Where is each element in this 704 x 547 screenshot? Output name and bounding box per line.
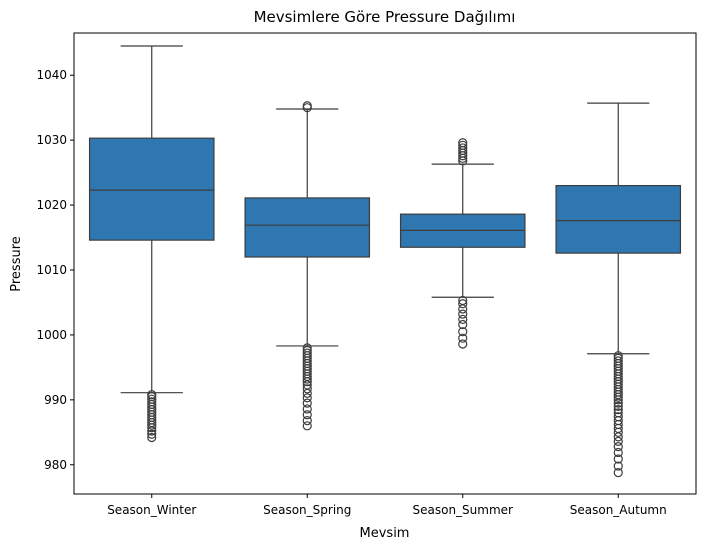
outlier-point bbox=[613, 436, 623, 447]
outlier-point bbox=[147, 429, 157, 439]
outlier-point bbox=[458, 143, 468, 153]
outlier-point bbox=[458, 304, 468, 314]
y-tick-label: 1000 bbox=[36, 328, 67, 342]
outlier-point bbox=[613, 467, 623, 478]
y-axis: 980 990 1000 1010 1020 1030 1040 bbox=[36, 68, 74, 472]
outlier-point bbox=[613, 432, 623, 442]
box-group-season-spring bbox=[244, 101, 371, 431]
plot-area bbox=[88, 45, 682, 478]
outlier-point bbox=[458, 299, 468, 309]
outlier-point bbox=[147, 426, 157, 436]
x-tick-label: Season_Autumn bbox=[570, 503, 667, 517]
outlier-point bbox=[613, 427, 623, 437]
outlier-point bbox=[302, 101, 312, 111]
outlier-point bbox=[302, 393, 312, 403]
outlier-point bbox=[302, 421, 312, 431]
y-tick-label: 1040 bbox=[36, 68, 67, 82]
x-axis-title: Mevsim bbox=[360, 526, 410, 541]
outlier-point bbox=[613, 404, 623, 415]
outlier-point bbox=[147, 432, 157, 443]
chart-title: Mevsimlere Göre Pressure Dağılımı bbox=[254, 8, 516, 26]
x-tick-label: Season_Winter bbox=[107, 503, 196, 517]
iqr-box bbox=[244, 197, 371, 258]
outlier-point bbox=[613, 454, 623, 464]
x-tick-label: Season_Spring bbox=[263, 503, 351, 517]
outlier-point bbox=[302, 416, 312, 426]
x-axis: Season_Winter Season_Spring Season_Summer S… bbox=[107, 494, 667, 517]
y-tick-label: 1010 bbox=[36, 263, 67, 277]
outlier-point bbox=[302, 377, 312, 387]
y-tick-label: 1020 bbox=[36, 198, 67, 212]
outlier-point bbox=[147, 420, 157, 430]
outlier-point bbox=[458, 333, 468, 343]
outlier-point bbox=[302, 410, 312, 420]
y-tick-label: 980 bbox=[44, 458, 67, 472]
x-tick-label: Season_Summer bbox=[413, 503, 514, 517]
outlier-point bbox=[613, 442, 623, 452]
outlier-point bbox=[302, 388, 312, 398]
outlier-point bbox=[458, 319, 468, 330]
box-group-season-summer bbox=[399, 138, 526, 349]
outlier-point bbox=[613, 401, 623, 411]
iqr-box bbox=[555, 184, 682, 254]
box-group-season-winter bbox=[88, 45, 215, 443]
outlier-point bbox=[458, 138, 468, 148]
outlier-point bbox=[458, 314, 468, 324]
outlier-point bbox=[302, 384, 312, 394]
outlier-point bbox=[613, 447, 623, 458]
y-tick-label: 1030 bbox=[36, 133, 67, 147]
y-tick-label: 990 bbox=[44, 393, 67, 407]
outlier-point bbox=[458, 140, 468, 150]
outlier-point bbox=[613, 392, 623, 402]
outlier-point bbox=[302, 398, 312, 408]
outlier-point bbox=[458, 327, 468, 337]
outlier-point bbox=[458, 339, 468, 349]
outlier-point bbox=[302, 404, 312, 414]
box-group-season-autumn bbox=[555, 102, 682, 478]
outlier-point bbox=[302, 374, 312, 384]
iqr-box bbox=[88, 137, 215, 241]
outlier-point bbox=[458, 309, 468, 319]
outlier-point bbox=[613, 461, 623, 471]
outlier-point bbox=[613, 395, 623, 405]
outlier-point bbox=[613, 398, 623, 408]
y-axis-title: Pressure bbox=[9, 236, 24, 292]
outlier-point bbox=[147, 423, 157, 433]
plot-frame bbox=[73, 32, 697, 495]
